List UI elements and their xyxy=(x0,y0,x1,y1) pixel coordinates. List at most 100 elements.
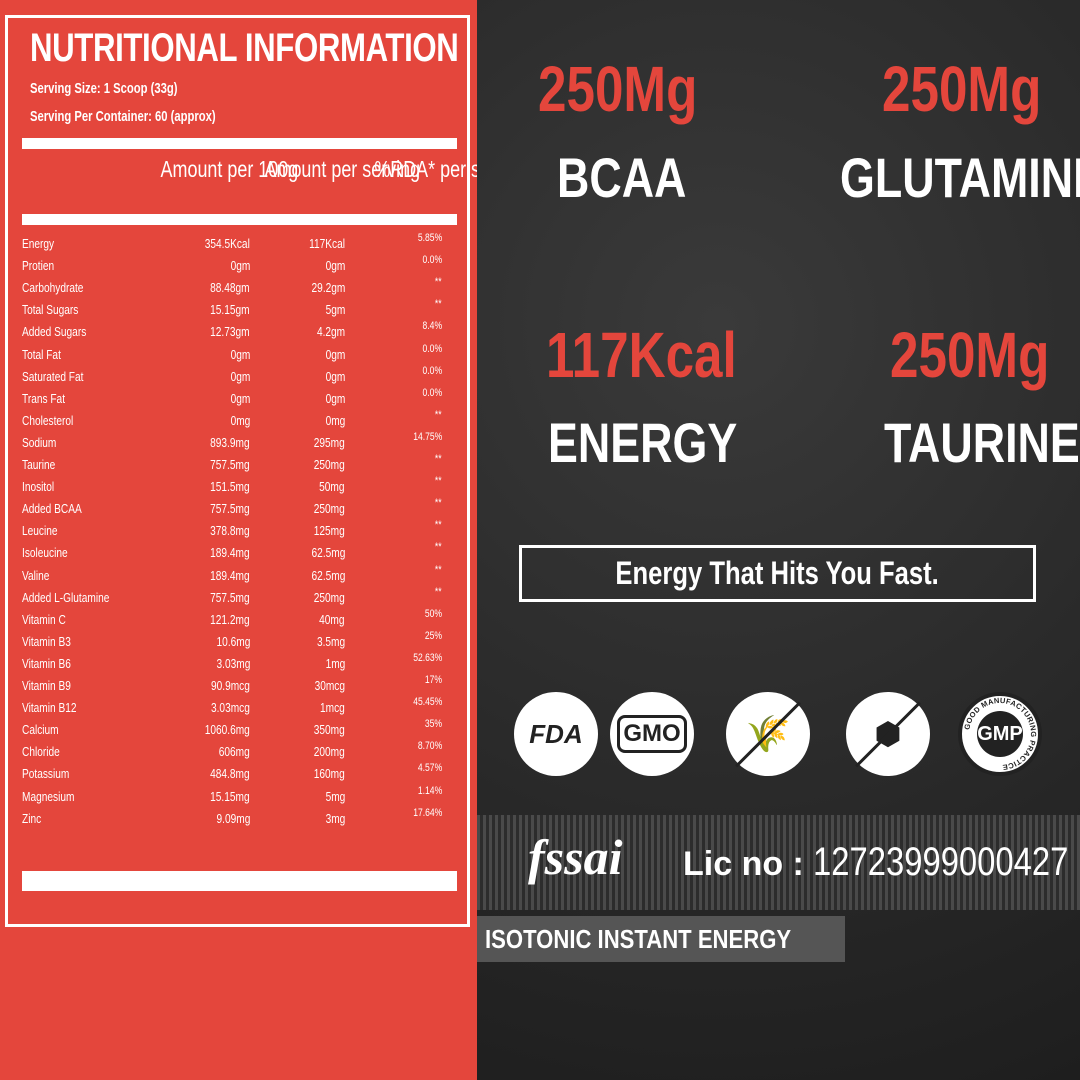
per-100g: 88.48gm xyxy=(210,280,250,296)
nutrient-name: Vitamin B9 xyxy=(22,678,71,693)
rda: ** xyxy=(435,453,442,465)
nutrient-row: Vitamin B3 10.6mg 3.5mg 25% xyxy=(22,630,442,654)
fda-icon: FDA xyxy=(514,692,598,776)
nutrient-name: Carbohydrate xyxy=(22,280,84,296)
per-100g: 757.5mg xyxy=(210,457,250,472)
bcaa-label: BCAA xyxy=(557,146,687,209)
per-serving: 250mg xyxy=(313,457,345,472)
gmo-icon: GMO xyxy=(610,692,694,776)
per-serving: 62.5mg xyxy=(311,567,345,583)
rda: ** xyxy=(435,541,442,554)
nutrient-row: Leucine 378.8mg 125mg ** xyxy=(22,519,442,543)
per-serving: 62.5mg xyxy=(311,545,345,561)
nutrient-row: Vitamin B6 3.03mg 1mg 52.63% xyxy=(22,652,442,676)
per-serving: 117Kcal xyxy=(309,236,345,251)
per-100g: 189.4mg xyxy=(210,545,250,561)
per-serving: 5gm xyxy=(325,302,345,318)
per-100g: 121.2mg xyxy=(210,611,250,627)
rda: 0.0% xyxy=(422,342,442,355)
rda: ** xyxy=(435,408,442,421)
nutrient-row: Valine 189.4mg 62.5mg ** xyxy=(22,564,442,588)
rda: ** xyxy=(435,563,442,576)
rda: ** xyxy=(435,519,442,532)
license-number: Lic no : 12723999000427 xyxy=(683,840,1069,884)
nutrient-name: Energy xyxy=(22,236,55,251)
nutrient-row: Carbohydrate 88.48gm 29.2gm ** xyxy=(22,276,442,300)
rda: 45.45% xyxy=(412,696,442,709)
header-per-serving: Amount per serving xyxy=(264,156,421,182)
per-serving: 0mg xyxy=(325,412,345,428)
nutrient-name: Cholesterol xyxy=(22,412,74,428)
per-100g: 757.5mg xyxy=(210,589,250,605)
per-serving: 29.2gm xyxy=(311,280,345,296)
nutrient-name: Vitamin B3 xyxy=(22,633,71,649)
nutrient-name: Total Sugars xyxy=(22,302,79,318)
per-serving: 50mg xyxy=(319,479,345,495)
sugar-free-icon: ⬢ xyxy=(846,692,930,776)
nutrient-row: Vitamin B12 3.03mcg 1mcg 45.45% xyxy=(22,696,442,720)
nutrient-name: Isoleucine xyxy=(22,545,68,561)
nutrient-name: Magnesium xyxy=(22,788,75,804)
nutrient-name: Inositol xyxy=(22,479,55,495)
per-100g: 606mg xyxy=(218,744,250,760)
per-serving: 0gm xyxy=(325,346,345,362)
rda: ** xyxy=(435,585,442,598)
per-100g: 378.8mg xyxy=(210,523,250,539)
rda: 25% xyxy=(424,629,442,642)
per-serving: 30mcg xyxy=(314,678,345,693)
per-serving: 0gm xyxy=(325,390,345,406)
rda: 17.64% xyxy=(412,806,442,819)
per-100g: 0gm xyxy=(230,390,250,406)
nutrient-name: Total Fat xyxy=(22,346,61,362)
per-serving: 250mg xyxy=(313,589,345,605)
divider xyxy=(22,214,457,225)
energy-label: ENERGY xyxy=(548,411,738,474)
divider xyxy=(22,138,457,149)
nutrient-row: Vitamin C 121.2mg 40mg 50% xyxy=(22,608,442,632)
per-serving: 3mg xyxy=(325,810,345,826)
rda: ** xyxy=(435,276,442,289)
rda: 1.14% xyxy=(417,784,442,797)
nutrient-name: Calcium xyxy=(22,722,59,738)
per-100g: 893.9mg xyxy=(210,434,250,450)
per-100g: 151.5mg xyxy=(210,479,250,495)
per-serving: 3.5mg xyxy=(316,633,345,649)
nutrient-row: Trans Fat 0gm 0gm 0.0% xyxy=(22,387,442,411)
header-rda: %RDA* per serving xyxy=(374,156,529,182)
rda: 0.0% xyxy=(422,364,442,377)
panel-frame xyxy=(5,15,470,927)
fssai-logo: fssai xyxy=(528,829,623,885)
nutrient-name: Added Sugars xyxy=(22,324,87,340)
nutrient-row: Isoleucine 189.4mg 62.5mg ** xyxy=(22,541,442,565)
tagline-box: Energy That Hits You Fast. xyxy=(519,545,1036,602)
per-serving: 350mg xyxy=(313,722,345,738)
per-100g: 12.73gm xyxy=(210,324,250,340)
nutrient-row: Calcium 1060.6mg 350mg 35% xyxy=(22,718,442,742)
nutrient-name: Trans Fat xyxy=(22,390,66,406)
nutrient-name: Potassium xyxy=(22,766,70,782)
nutrient-name: Added BCAA xyxy=(22,501,82,517)
per-100g: 1060.6mg xyxy=(204,722,250,738)
per-serving: 295mg xyxy=(313,434,345,450)
panel-title: NUTRITIONAL INFORMATION xyxy=(30,26,459,70)
per-100g: 0mg xyxy=(230,412,250,428)
energy-value: 117Kcal xyxy=(546,319,737,391)
nutrient-name: Saturated Fat xyxy=(22,368,84,384)
header-per-100g: Amount per 100g xyxy=(160,156,299,182)
per-serving: 125mg xyxy=(313,523,345,539)
rda: 8.4% xyxy=(422,320,442,333)
nutrient-name: Sodium xyxy=(22,434,57,450)
nutrient-row: Potassium 484.8mg 160mg 4.57% xyxy=(22,762,442,786)
nutrient-name: Protien xyxy=(22,258,55,274)
per-100g: 757.5mg xyxy=(210,501,250,517)
rda: 14.75% xyxy=(412,430,442,443)
nutrition-panel: NUTRITIONAL INFORMATION Serving Size: 1 … xyxy=(0,0,529,1080)
tagline: Energy That Hits You Fast. xyxy=(615,555,940,591)
nutrient-row: Added L-Glutamine 757.5mg 250mg ** xyxy=(22,586,442,610)
nutrient-name: Taurine xyxy=(22,457,56,472)
per-serving: 5mg xyxy=(325,788,345,804)
nutrient-name: Leucine xyxy=(22,523,58,539)
nutrient-row: Chloride 606mg 200mg 8.70% xyxy=(22,740,442,764)
nutrient-row: Sodium 893.9mg 295mg 14.75% xyxy=(22,431,442,455)
nutrient-row: Total Sugars 15.15gm 5gm ** xyxy=(22,298,442,322)
